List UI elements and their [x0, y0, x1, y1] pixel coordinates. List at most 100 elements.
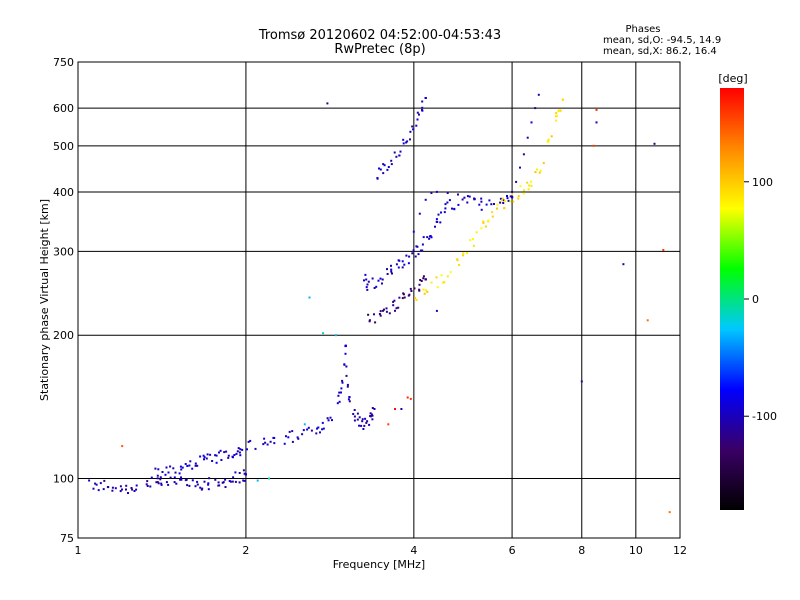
data-point: [390, 264, 392, 267]
data-point: [397, 259, 400, 262]
data-point: [336, 402, 339, 405]
y-ticks: 75 100 200 300 400 500 600 750: [53, 56, 74, 545]
data-point: [561, 98, 564, 101]
data-point: [188, 484, 191, 487]
data-point: [507, 199, 510, 202]
data-point: [361, 418, 364, 421]
data-point: [322, 332, 325, 335]
data-point: [211, 460, 214, 462]
data-point: [341, 379, 344, 382]
data-point: [395, 307, 398, 310]
data-point: [217, 484, 220, 487]
data-point: [534, 107, 537, 110]
data-point: [288, 430, 291, 433]
data-point: [218, 451, 220, 454]
data-point: [371, 414, 374, 417]
data-point: [321, 421, 324, 424]
data-point: [387, 166, 390, 168]
colorbar: [720, 88, 744, 510]
data-point: [160, 483, 163, 486]
data-point: [201, 487, 204, 490]
data-point: [443, 281, 446, 284]
data-point: [436, 286, 439, 289]
data-point: [403, 296, 406, 299]
data-point: [526, 181, 529, 184]
data-point: [490, 203, 493, 206]
data-point: [365, 286, 368, 289]
data-point: [443, 211, 446, 214]
data-point: [206, 453, 209, 456]
data-point: [421, 249, 424, 252]
data-point: [234, 480, 237, 483]
data-point: [592, 144, 595, 147]
data-point: [207, 482, 210, 485]
data-point: [379, 277, 382, 280]
data-point: [224, 478, 227, 481]
data-point: [303, 423, 306, 426]
data-point: [485, 203, 488, 206]
data-point: [383, 308, 385, 311]
data-point: [160, 482, 163, 485]
data-point: [480, 200, 483, 203]
data-point: [370, 413, 373, 416]
data-point: [417, 253, 420, 256]
data-point: [239, 454, 242, 457]
data-point: [381, 278, 384, 281]
data-point: [421, 109, 424, 112]
data-point: [306, 428, 309, 431]
data-point: [373, 287, 376, 289]
data-point: [402, 138, 405, 141]
data-point: [480, 227, 483, 230]
data-point: [466, 252, 469, 255]
data-point: [356, 418, 359, 421]
data-point: [366, 288, 369, 291]
data-point: [149, 485, 152, 488]
x-ticks: 1 2 4 6 8 10 12: [75, 544, 688, 557]
data-point: [381, 282, 383, 285]
colorbar-tick-label: 0: [752, 293, 759, 306]
data-point: [405, 254, 408, 257]
data-point: [478, 203, 481, 206]
data-point: [493, 203, 495, 205]
data-point: [400, 408, 403, 410]
data-point: [209, 453, 212, 456]
data-point: [457, 203, 460, 206]
data-point: [484, 225, 487, 228]
data-point: [473, 197, 476, 200]
data-point: [415, 124, 418, 127]
data-point: [441, 281, 444, 284]
data-point: [95, 483, 98, 486]
data-point: [406, 140, 409, 143]
data-point: [316, 427, 318, 430]
data-point: [526, 136, 529, 139]
stats-line-o: mean, sd,O: -94.5, 14.9: [603, 35, 721, 46]
data-point: [517, 197, 520, 200]
x-tick-label: 4: [410, 544, 417, 557]
data-point: [353, 415, 356, 418]
data-point: [537, 93, 540, 96]
data-point: [434, 225, 436, 228]
data-point: [410, 290, 413, 292]
data-point: [390, 268, 393, 271]
data-point: [461, 198, 464, 201]
data-point: [499, 201, 502, 204]
data-point: [228, 480, 231, 482]
data-point: [425, 289, 427, 292]
data-point: [406, 396, 409, 399]
data-point: [556, 114, 558, 117]
data-point: [215, 454, 218, 457]
data-point: [407, 262, 410, 265]
data-point: [365, 421, 368, 424]
data-point: [392, 304, 395, 307]
data-point: [402, 142, 405, 145]
data-point: [307, 426, 310, 429]
data-point: [401, 260, 404, 263]
data-point: [418, 212, 421, 215]
data-point: [466, 195, 469, 198]
data-point: [172, 467, 175, 470]
data-point: [308, 296, 311, 299]
data-point: [429, 235, 432, 237]
data-point: [346, 383, 349, 386]
x-tick-label: 10: [629, 544, 643, 557]
